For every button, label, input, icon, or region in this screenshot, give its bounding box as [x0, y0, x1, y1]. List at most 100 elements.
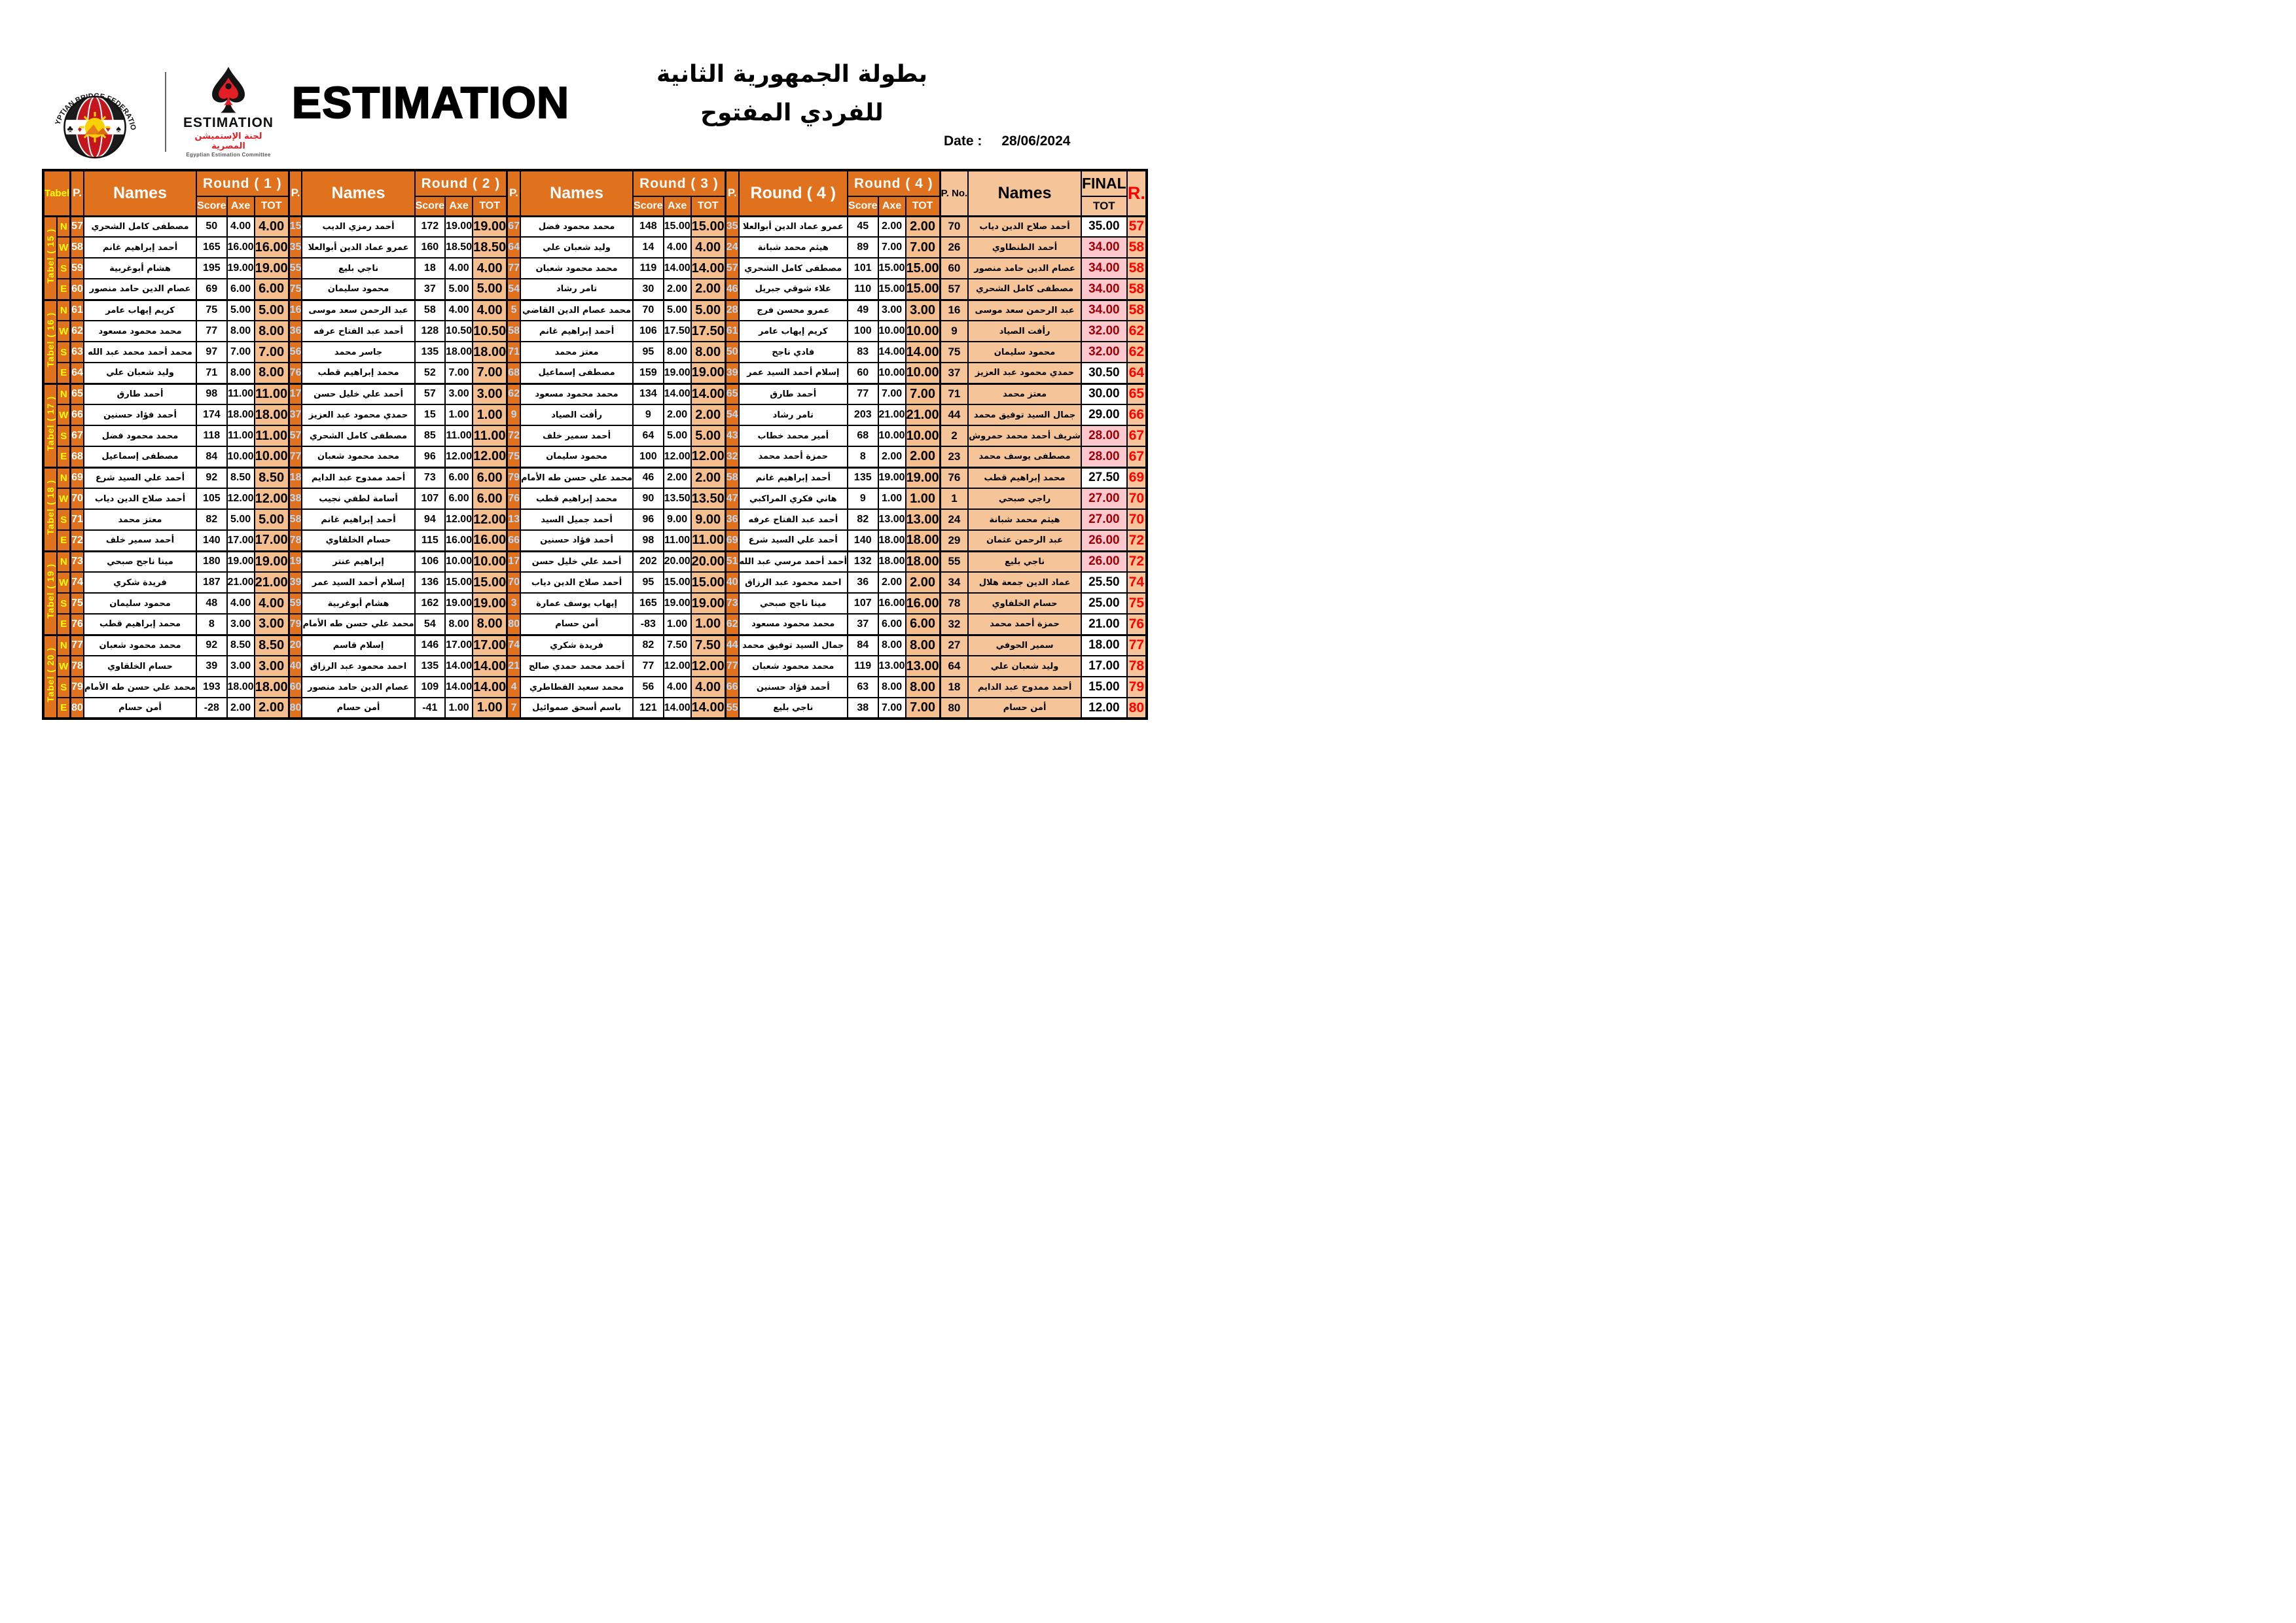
- r2-player-name: مصطفى كامل الشحري: [301, 425, 416, 447]
- r4-axe: 14.00: [877, 341, 906, 363]
- ebf-globe: ♣ ♦ ♥ ♠: [63, 96, 126, 159]
- r2-player-number: 18: [287, 466, 303, 489]
- r3-axe: 15.00: [662, 215, 692, 238]
- r2-axe: 17.00: [444, 633, 474, 656]
- final-player-number: 1: [939, 488, 969, 510]
- r2-score: -41: [414, 697, 446, 719]
- r3-score: 159: [632, 362, 664, 384]
- r3-player-name: أحمد فؤاد حسنين: [520, 529, 634, 552]
- r1-player-number: 74: [69, 571, 84, 594]
- r2-player-name: إسلام أحمد السيد عمر: [301, 571, 416, 594]
- table-row: W 58 أحمد إبراهيم غانم 165 16.00 16.00 35 عمرو …: [43, 236, 1148, 259]
- r1-tot: 7.00: [253, 341, 290, 363]
- r4-score: 89: [847, 236, 879, 259]
- r2-axe: 8.00: [444, 613, 474, 635]
- r4-player-name: أحمد طارق: [738, 382, 849, 405]
- r1-score: 92: [196, 633, 228, 656]
- r4-score: 100: [847, 320, 879, 342]
- r4-tot: 21.00: [905, 404, 941, 426]
- r3-score: 56: [632, 676, 664, 698]
- r3-score: 95: [632, 571, 664, 594]
- r4-player-number: 43: [724, 425, 740, 447]
- r2-tot: 17.00: [472, 633, 508, 656]
- final-rank: 64: [1126, 362, 1148, 384]
- r3-player-name: معتز محمد: [520, 341, 634, 363]
- r2-player-name: أسامة لطفي نجيب: [301, 488, 416, 510]
- r3-score: 90: [632, 488, 664, 510]
- r3-player-number: 3: [506, 592, 522, 615]
- r4-player-number: 69: [724, 529, 740, 552]
- r4-tot: 2.00: [905, 215, 941, 238]
- r1-player-name: محمد علي حسن طه الأمام: [82, 676, 198, 698]
- final-rank: 75: [1126, 592, 1148, 615]
- r1-score: 118: [196, 425, 228, 447]
- tabel-group-label: Tabel ( 18 ): [42, 466, 58, 552]
- ebf-logo: EGYPTIAN BRIDGE FEDERATION ♣ ♦ ♥ ♠: [46, 64, 137, 159]
- table-row: S 79 محمد علي حسن طه الأمام 193 18.00 18.00 60…: [43, 676, 1148, 698]
- r1-axe: 7.00: [226, 341, 255, 363]
- r3-axe: 4.00: [662, 236, 692, 259]
- r1-player-number: 60: [69, 278, 84, 300]
- r1-axe: 10.00: [226, 446, 255, 468]
- r3-axe: 13.50: [662, 488, 692, 510]
- final-rank: 67: [1126, 425, 1148, 447]
- r3-tot: 12.00: [690, 655, 726, 677]
- r1-player-name: مصطفى كامل الشحري: [82, 215, 198, 238]
- r2-player-number: 39: [287, 571, 303, 594]
- r1-player-name: محمد محمود فضل: [82, 425, 198, 447]
- r4-axe: 10.00: [877, 425, 906, 447]
- r1-axe: 8.00: [226, 320, 255, 342]
- r2-player-number: 37: [287, 404, 303, 426]
- r2-score: 136: [414, 571, 446, 594]
- r4-player-number: 24: [724, 236, 740, 259]
- r3-player-number: 64: [506, 236, 522, 259]
- final-rank: 72: [1126, 550, 1148, 573]
- r2-player-number: 78: [287, 529, 303, 552]
- r3-axe: 9.00: [662, 508, 692, 531]
- r1-player-name: محمود سليمان: [82, 592, 198, 615]
- final-player-number: 60: [939, 257, 969, 279]
- r2-tot: 1.00: [472, 697, 508, 719]
- r1-player-number: 71: [69, 508, 84, 531]
- r3-player-number: 77: [506, 257, 522, 279]
- r2-tot: 15.00: [472, 571, 508, 594]
- r2-tot: 14.00: [472, 676, 508, 698]
- tabel-group-label-text: Tabel ( 16 ): [45, 312, 56, 368]
- r2-tot: 14.00: [472, 655, 508, 677]
- r3-player-number: 67: [506, 215, 522, 238]
- r1-score: 8: [196, 613, 228, 635]
- final-player-name: محمود سليمان: [967, 341, 1082, 363]
- final-total: 25.50: [1080, 571, 1128, 594]
- r4-score: 63: [847, 676, 879, 698]
- r2-player-name: أحمد رمزي الديب: [301, 215, 416, 238]
- tabel-group-label-text: Tabel ( 19 ): [45, 563, 56, 619]
- r4-player-number: 62: [724, 613, 740, 635]
- r1-tot: 4.00: [253, 215, 290, 238]
- r2-player-name: ناجي بليع: [301, 257, 416, 279]
- r4-tot: 10.00: [905, 362, 941, 384]
- r4-player-number: 35: [724, 215, 740, 238]
- r2-player-number: 40: [287, 655, 303, 677]
- final-player-number: 70: [939, 215, 969, 238]
- r2-tot: 18.00: [472, 341, 508, 363]
- r2-axe-header: Axe: [444, 196, 474, 217]
- r2-axe: 7.00: [444, 362, 474, 384]
- table-row: W 66 أحمد فؤاد حسنين 174 18.00 18.00 37 حمدي مح…: [43, 404, 1148, 426]
- r3-tot: 5.00: [690, 298, 726, 321]
- r1-player-number: 61: [69, 298, 84, 321]
- r3-axe: 14.00: [662, 382, 692, 405]
- r1-axe: 3.00: [226, 655, 255, 677]
- r3-tot: 5.00: [690, 425, 726, 447]
- r1-player-name: محمد إبراهيم قطب: [82, 613, 198, 635]
- r2-player-name: أحمد عبد الفتاح عرفه: [301, 320, 416, 342]
- r3-score: 77: [632, 655, 664, 677]
- r2-tot: 3.00: [472, 382, 508, 405]
- r1-player-number: 58: [69, 236, 84, 259]
- final-player-name: مصطفى يوسف محمد: [967, 446, 1082, 468]
- r2-player-number: 57: [287, 425, 303, 447]
- r3-axe: 1.00: [662, 613, 692, 635]
- final-player-number: 24: [939, 508, 969, 531]
- r1-player-name: وليد شعبان علي: [82, 362, 198, 384]
- r4-score: 77: [847, 382, 879, 405]
- r1-axe: 4.00: [226, 215, 255, 238]
